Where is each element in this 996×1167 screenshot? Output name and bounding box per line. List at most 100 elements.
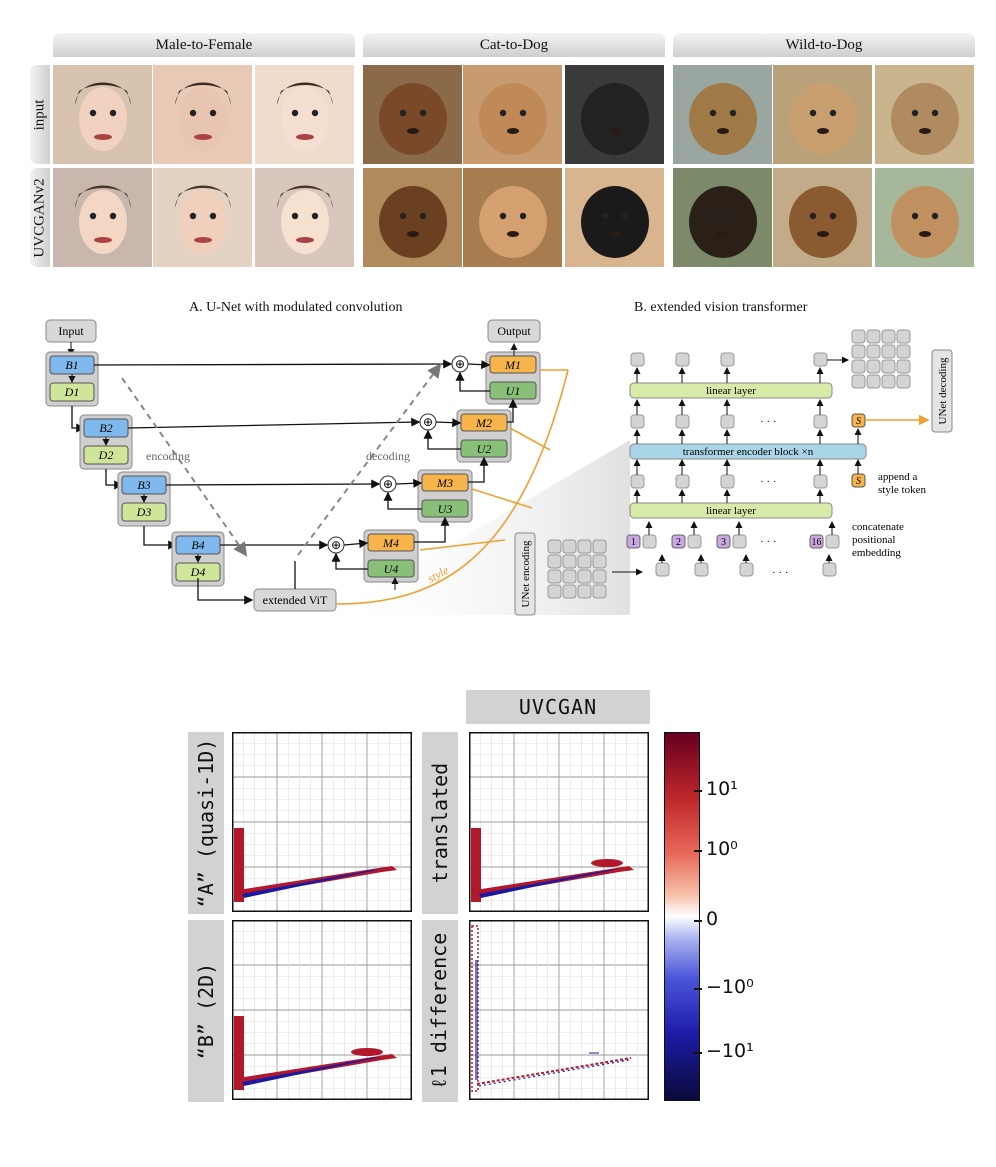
token — [720, 414, 735, 429]
positional-token — [626, 534, 641, 549]
linear-layer-bottom — [629, 502, 833, 519]
plus-node: ⊕ — [419, 413, 437, 431]
col-label-l1-difference: ℓ1 difference — [422, 920, 458, 1102]
output-photo — [255, 168, 354, 267]
linear-layer-top — [629, 382, 833, 399]
svg-text:U2: U2 — [477, 442, 492, 456]
colorbar-tick-label: −10⁰ — [706, 976, 754, 998]
input-photo — [565, 65, 664, 164]
unet-decoding-label-box — [931, 349, 953, 433]
token — [822, 562, 837, 577]
colorbar-tick — [694, 988, 702, 990]
svg-text:· · ·: · · · — [772, 567, 789, 579]
output-photo — [363, 168, 462, 267]
svg-text:style token: style token — [878, 484, 926, 496]
token — [630, 352, 645, 367]
diagram-title-a: A. U-Net with modulated convolution — [189, 300, 403, 315]
uvcgan-header: UVCGAN — [466, 690, 650, 724]
token — [655, 562, 670, 577]
colorbar — [664, 732, 700, 1101]
svg-text:B4: B4 — [191, 538, 204, 552]
positional-token — [809, 534, 824, 549]
token — [675, 352, 690, 367]
colorbar-tick-label: −10¹ — [706, 1040, 754, 1062]
token — [720, 352, 735, 367]
row-label-input: input — [30, 65, 50, 164]
token — [687, 534, 702, 549]
svg-text:Output: Output — [497, 324, 531, 338]
svg-text:decoding: decoding — [366, 449, 410, 463]
colorbar-tick — [694, 1052, 702, 1054]
svg-text:Input: Input — [58, 324, 84, 338]
input-photo — [463, 65, 562, 164]
svg-text:3: 3 — [721, 537, 726, 548]
unet-encoding-grid — [547, 539, 607, 599]
svg-text:B1: B1 — [65, 358, 78, 372]
svg-text:· · ·: · · · — [760, 476, 777, 488]
architecture-diagram: Input Output B1 D1 B2 D2 B3 D3 B4 D4 M1 U1 ⊕ M2 U2 ⊕… — [45, 319, 953, 616]
input-photo — [673, 65, 772, 164]
svg-text:U4: U4 — [384, 562, 399, 576]
svg-text:2: 2 — [676, 537, 681, 548]
decoder-block-2: M2 U2 ⊕ — [419, 398, 518, 463]
colorbar-tick — [694, 790, 702, 792]
svg-text:embedding: embedding — [852, 547, 901, 559]
input-photo — [363, 65, 462, 164]
svg-text:⊕: ⊕ — [455, 357, 465, 371]
svg-text:D4: D4 — [190, 565, 206, 579]
colorbar-tick — [694, 850, 702, 852]
output-photo — [153, 168, 252, 267]
input-photo — [53, 65, 152, 164]
positional-token — [671, 534, 686, 549]
svg-text:⊕: ⊕ — [423, 415, 433, 429]
plot-b-input — [232, 920, 412, 1100]
output-photo — [463, 168, 562, 267]
svg-text:encoding: encoding — [146, 449, 190, 463]
svg-text:U1: U1 — [506, 384, 521, 398]
svg-text:transformer encoder block ×n: transformer encoder block ×n — [683, 446, 814, 458]
colorbar-tick-label: 10⁰ — [706, 838, 738, 860]
column-header-male-to-female: Male-to-Female — [53, 33, 355, 57]
svg-text:U3: U3 — [438, 502, 453, 516]
unet-encoding-label-box — [514, 532, 536, 616]
unet-decoding-grid — [851, 329, 911, 389]
token — [630, 414, 645, 429]
col-label-translated: translated — [422, 732, 458, 914]
svg-text:· · ·: · · · — [760, 416, 777, 428]
svg-text:16: 16 — [812, 537, 822, 548]
input-photo — [153, 65, 252, 164]
encoder-block-3: B3 D3 — [117, 471, 381, 550]
decoder-block-4: M4 U4 ⊕ — [327, 516, 450, 583]
encoding-arrow — [121, 377, 248, 557]
token — [694, 562, 709, 577]
row-label-a: “A” (quasi-1D) — [188, 732, 224, 914]
svg-text:UNet encoding: UNet encoding — [520, 540, 532, 607]
svg-text:M2: M2 — [475, 416, 492, 430]
token — [642, 534, 657, 549]
token — [675, 414, 690, 429]
encoder-block-2: B2 D2 — [79, 414, 421, 490]
plus-node: ⊕ — [327, 536, 345, 554]
svg-text:1: 1 — [631, 537, 636, 548]
token — [720, 474, 735, 489]
svg-text:D2: D2 — [98, 448, 114, 462]
svg-text:extended ViT: extended ViT — [263, 593, 328, 607]
token — [813, 352, 828, 367]
token — [675, 474, 690, 489]
row-label-b: “B” (2D) — [188, 920, 224, 1102]
input-photo — [773, 65, 872, 164]
colorbar-tick — [694, 920, 702, 922]
plus-node: ⊕ — [451, 355, 469, 373]
column-header-wild-to-dog: Wild-to-Dog — [673, 33, 975, 57]
svg-text:linear layer: linear layer — [706, 385, 756, 397]
row-label-uvcganv2: UVCGANv2 — [30, 168, 50, 267]
token — [813, 414, 828, 429]
svg-text:⊕: ⊕ — [331, 538, 341, 552]
token — [825, 534, 840, 549]
output-photo — [565, 168, 664, 267]
token — [732, 534, 747, 549]
input-photo — [255, 65, 354, 164]
output-photo — [673, 168, 772, 267]
encoder-block-4: B4 D4 — [171, 531, 329, 587]
svg-text:B3: B3 — [137, 478, 150, 492]
